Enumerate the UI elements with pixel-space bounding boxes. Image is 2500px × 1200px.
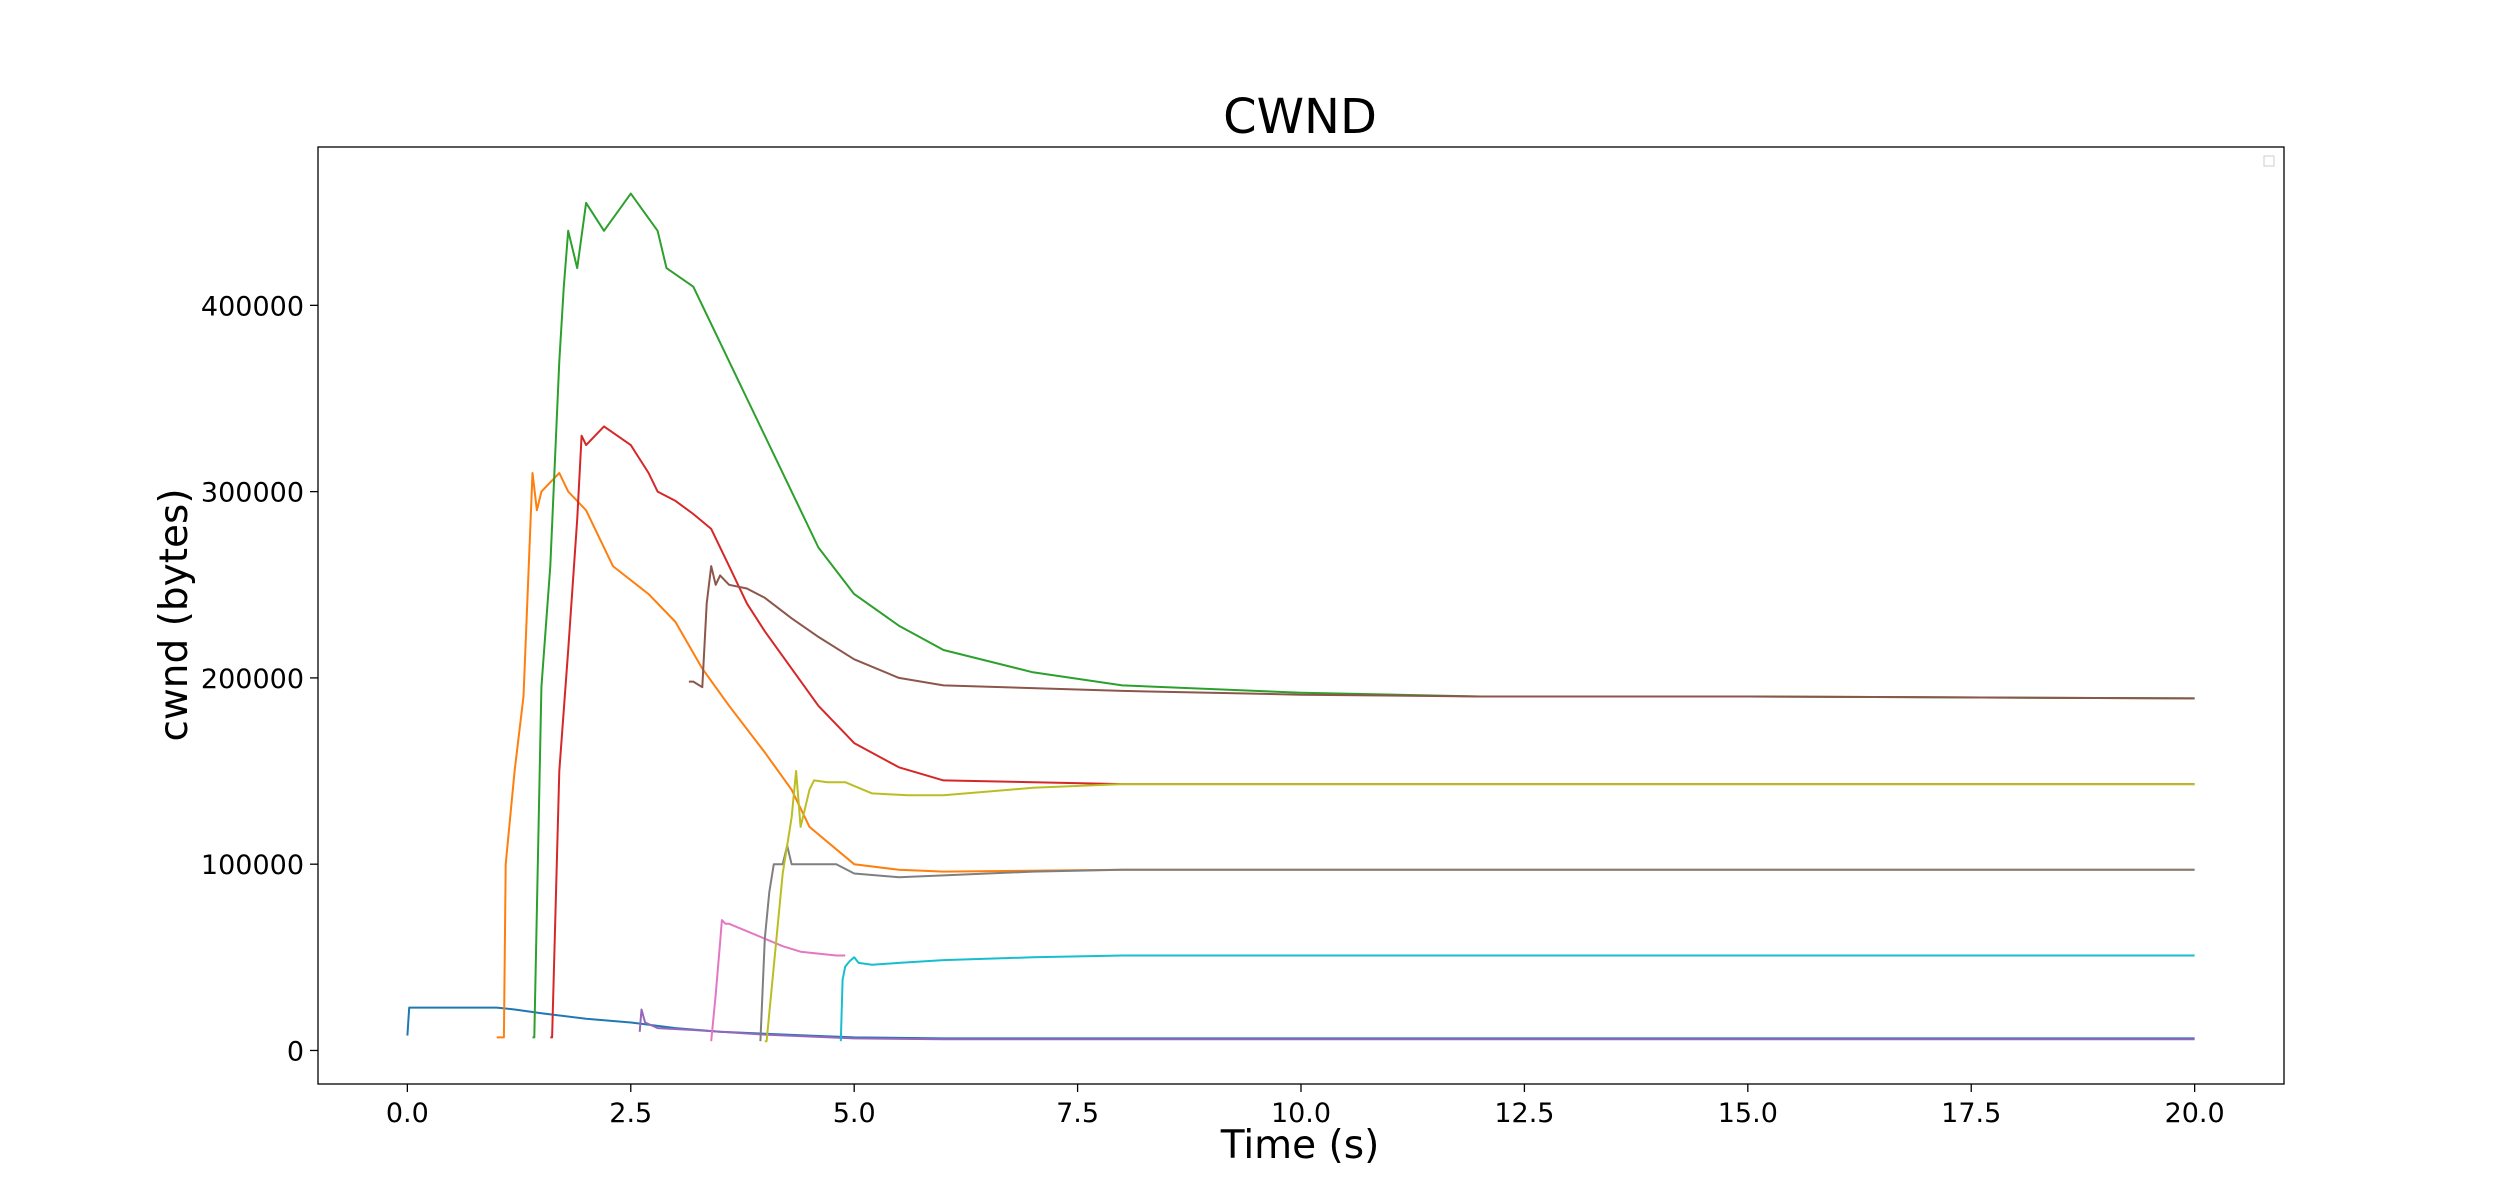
x-tick: 15.0 (1718, 1084, 1778, 1129)
series-line-4 (638, 1008, 2195, 1041)
x-tick-label: 7.5 (1056, 1098, 1099, 1129)
series-line-1 (496, 472, 2195, 1039)
series-line-9 (839, 954, 2195, 1042)
series-line-8 (764, 770, 2195, 1043)
x-tick: 7.5 (1056, 1084, 1099, 1129)
y-axis-label: cwnd (bytes) (152, 488, 197, 741)
x-tick: 20.0 (2165, 1084, 2225, 1129)
x-tick-label: 12.5 (1494, 1098, 1554, 1129)
x-tick: 12.5 (1494, 1084, 1554, 1129)
x-tick: 10.0 (1271, 1084, 1331, 1129)
x-tick-label: 20.0 (2165, 1098, 2225, 1129)
y-tick-label: 400000 (201, 291, 304, 322)
x-tick-label: 0.0 (386, 1098, 429, 1129)
y-tick: 100000 (201, 850, 318, 881)
y-tick: 300000 (201, 478, 318, 509)
legend-box[interactable] (2263, 155, 2275, 167)
y-tick: 200000 (201, 664, 318, 695)
x-tick-label: 15.0 (1718, 1098, 1778, 1129)
chart-title: CWND (1223, 89, 1377, 145)
series-line-2 (532, 192, 2195, 1039)
y-tick-label: 100000 (201, 850, 304, 881)
series-line-7 (759, 844, 2195, 1042)
x-tick: 0.0 (386, 1084, 429, 1129)
y-tick-label: 200000 (201, 664, 304, 695)
series-layer (406, 192, 2195, 1043)
x-tick: 17.5 (1941, 1084, 2001, 1129)
y-axis: 0 100000 200000 300000 400000 cwnd (byte… (152, 291, 318, 1067)
x-tick-label: 10.0 (1271, 1098, 1331, 1129)
x-tick: 2.5 (609, 1084, 652, 1129)
x-axis-label: Time (s) (1220, 1123, 1380, 1168)
x-tick-label: 5.0 (833, 1098, 876, 1129)
y-tick: 0 (287, 1036, 318, 1067)
y-tick-label: 0 (287, 1036, 304, 1067)
series-line-6 (710, 919, 846, 1042)
y-tick: 400000 (201, 291, 318, 322)
series-line-3 (550, 425, 2195, 1039)
x-tick-label: 2.5 (609, 1098, 652, 1129)
x-tick: 5.0 (833, 1084, 876, 1129)
x-axis: 0.0 2.5 5.0 7.5 10.0 12.5 15.0 17.5 20.0… (386, 1084, 2225, 1168)
series-line-5 (688, 565, 2195, 700)
y-tick-label: 300000 (201, 478, 304, 509)
x-tick-label: 17.5 (1941, 1098, 2001, 1129)
